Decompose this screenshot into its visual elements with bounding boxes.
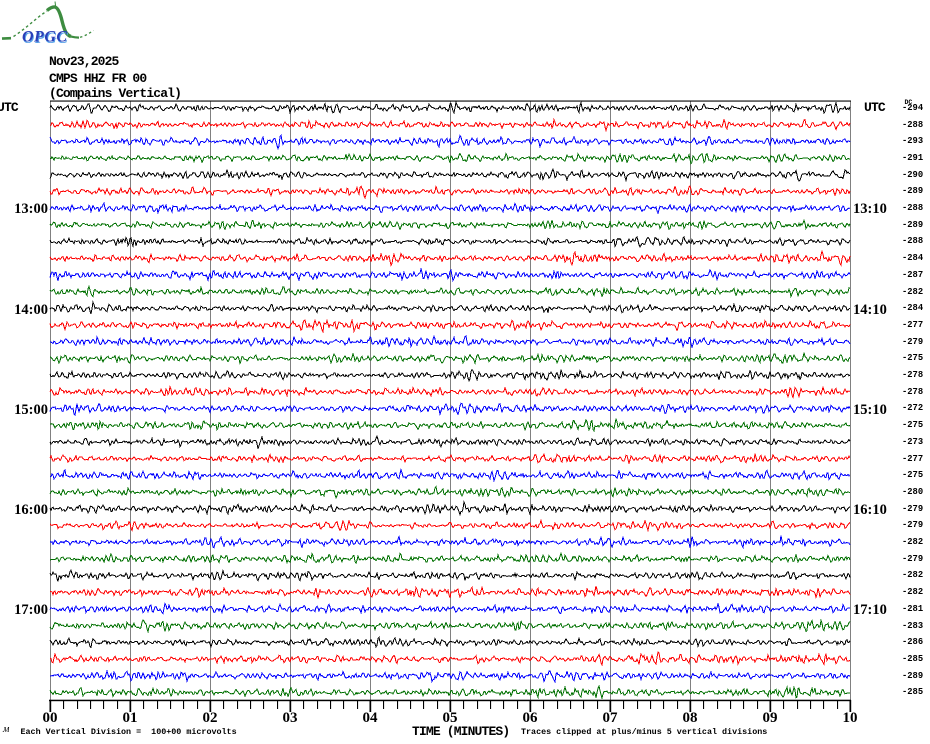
- svg-text:OPGC: OPGC: [23, 30, 69, 47]
- svg-text:OPGC: OPGC: [22, 29, 68, 46]
